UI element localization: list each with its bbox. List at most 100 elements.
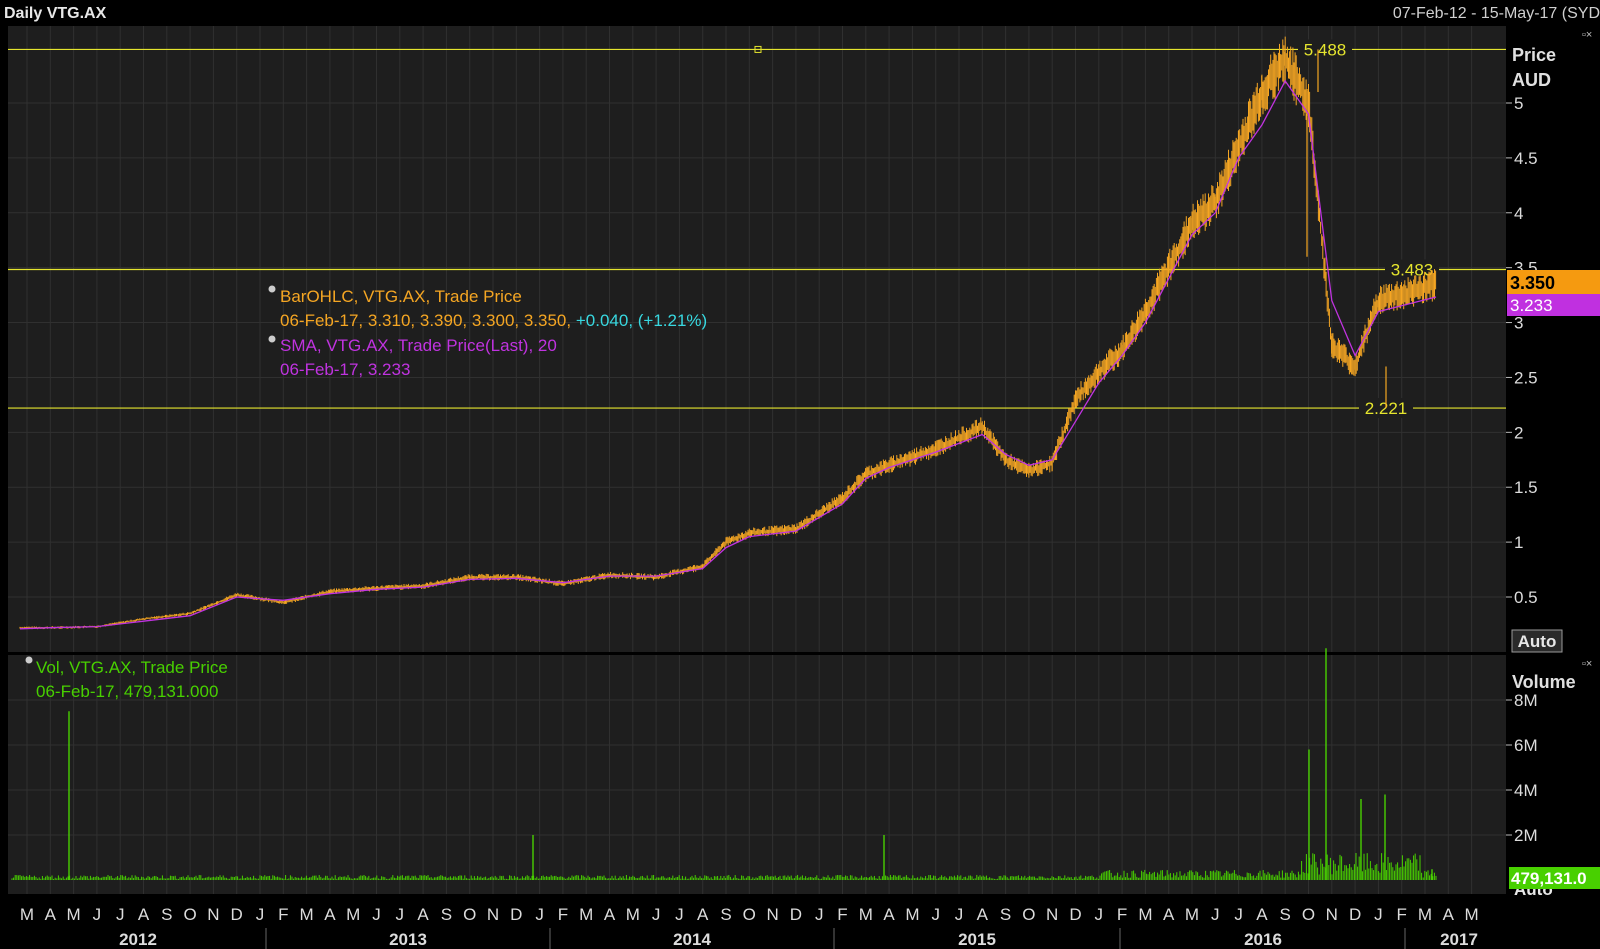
volume-bars xyxy=(11,648,1437,880)
sma-value: 3.233 xyxy=(1510,296,1553,315)
price-tick-label: 1.5 xyxy=(1514,478,1538,497)
x-axis-month-label: J xyxy=(256,905,265,924)
x-axis-month-label: D xyxy=(1069,905,1081,924)
x-axis-month-label: S xyxy=(1000,905,1011,924)
reference-lines[interactable]: 5.488 3.483 2.221 xyxy=(8,39,1506,419)
reference-line-handle xyxy=(754,45,762,53)
x-axis-month-label: O xyxy=(743,905,756,924)
x-axis-month-label: N xyxy=(1326,905,1338,924)
price-tick-label: 0.5 xyxy=(1514,588,1538,607)
volume-tick-label: 2M xyxy=(1514,826,1538,845)
x-axis-month-label: F xyxy=(1117,905,1127,924)
x-axis-month-label: N xyxy=(1046,905,1058,924)
x-axis-month-label: F xyxy=(558,905,568,924)
x-axis-month-label: J xyxy=(955,905,964,924)
price-auto-button[interactable] xyxy=(1511,629,1563,653)
price-tick-label: 2.5 xyxy=(1514,368,1538,387)
sma-legend-title: SMA, VTG.AX, Trade Price(Last), 20 xyxy=(280,336,557,355)
x-axis-month-label: M xyxy=(20,905,34,924)
volume-legend-title: Vol, VTG.AX, Trade Price xyxy=(36,658,228,677)
reference-label: 5.488 xyxy=(1304,40,1347,59)
x-axis-month-label: M xyxy=(905,905,919,924)
x-axis-month-label: D xyxy=(510,905,522,924)
volume-tick-label: 4M xyxy=(1514,781,1538,800)
x-axis-month-label: J xyxy=(116,905,125,924)
volume-legend-icon[interactable] xyxy=(25,656,33,664)
volume-axis-ticks: 8M 6M 4M 2M xyxy=(1506,691,1538,845)
x-axis-month-label: D xyxy=(790,905,802,924)
x-axis-month-label: M xyxy=(1138,905,1152,924)
x-axis-month-label: M xyxy=(579,905,593,924)
x-axis-month-label: O xyxy=(463,905,476,924)
last-price-badge xyxy=(1507,270,1600,294)
reference-label: 2.221 xyxy=(1365,399,1408,418)
x-axis-month-label: M xyxy=(1465,905,1479,924)
x-axis-year-label: 2015 xyxy=(958,930,996,949)
x-axis-month-label: J xyxy=(93,905,102,924)
x-axis-month-label: O xyxy=(183,905,196,924)
ohlc-legend-title: BarOHLC, VTG.AX, Trade Price xyxy=(280,287,522,306)
x-axis-month-label: M xyxy=(1185,905,1199,924)
sma-legend-icon[interactable] xyxy=(268,335,276,343)
last-volume-value: 479,131.0 xyxy=(1511,869,1587,888)
reference-label: 3.483 xyxy=(1391,261,1434,280)
x-axis-month-label: N xyxy=(766,905,778,924)
x-axis-month-label: J xyxy=(675,905,684,924)
x-axis-month-label: A xyxy=(45,905,57,924)
sma-badge xyxy=(1507,294,1600,316)
x-axis-month-label: J xyxy=(1211,905,1220,924)
sma-line xyxy=(19,79,1437,630)
x-axis-month-label: J xyxy=(931,905,940,924)
price-panel-close-icon[interactable]: ▫× xyxy=(1582,29,1592,41)
ohlc-values: 06-Feb-17, 3.310, 3.390, 3.300, 3.350, xyxy=(280,311,571,330)
volume-tick-label: 8M xyxy=(1514,691,1538,710)
price-axis-title: Price xyxy=(1512,45,1556,65)
x-axis-month-label: A xyxy=(604,905,616,924)
x-axis-month-label: F xyxy=(1397,905,1407,924)
x-axis-month-label: J xyxy=(1374,905,1383,924)
x-axis-month-label: J xyxy=(1095,905,1104,924)
x-axis-month-label: D xyxy=(1349,905,1361,924)
x-axis-month-label: F xyxy=(278,905,288,924)
volume-panel-close-icon[interactable]: ▫× xyxy=(1582,658,1592,670)
price-auto-label: Auto xyxy=(1518,632,1557,651)
x-axis-month-label: A xyxy=(138,905,150,924)
reference-label-bg xyxy=(1385,259,1439,280)
x-axis-month-label: M xyxy=(300,905,314,924)
x-axis-year-label: 2014 xyxy=(673,930,711,949)
volume-tick-label: 6M xyxy=(1514,736,1538,755)
ohlc-legend-icon[interactable] xyxy=(268,285,276,293)
x-axis-month-label: J xyxy=(1234,905,1243,924)
x-axis-year-label: 2017 xyxy=(1440,930,1478,949)
price-axis-ticks: 54.543.532.521.510.5 xyxy=(1506,94,1538,607)
x-axis-month-label: A xyxy=(324,905,336,924)
x-axis-month-label: J xyxy=(372,905,381,924)
chart-title: Daily VTG.AX xyxy=(4,5,107,22)
x-axis-month-label: A xyxy=(1163,905,1175,924)
x-axis-month-label: M xyxy=(1418,905,1432,924)
x-axis-month-label: N xyxy=(207,905,219,924)
last-price-value: 3.350 xyxy=(1510,273,1555,293)
x-axis-month-label: A xyxy=(1256,905,1268,924)
x-axis-month-label: S xyxy=(441,905,452,924)
x-axis-month-label: M xyxy=(346,905,360,924)
ohlc-legend-values: 06-Feb-17, 3.310, 3.390, 3.300, 3.350, +… xyxy=(280,311,707,330)
x-axis-month-label: J xyxy=(652,905,661,924)
x-axis-month-label: J xyxy=(396,905,405,924)
price-tick-label: 3 xyxy=(1514,314,1523,333)
x-axis-years: 2012 2013 2014 2015 2016 2017 xyxy=(119,928,1478,949)
last-volume-badge xyxy=(1509,867,1600,889)
price-tick-label: 5 xyxy=(1514,94,1523,113)
volume-panel[interactable] xyxy=(8,655,1506,894)
price-tick-label: 1 xyxy=(1514,533,1523,552)
currency-axis-title: AUD xyxy=(1512,70,1551,90)
x-axis-year-label: 2013 xyxy=(389,930,427,949)
price-panel[interactable] xyxy=(8,26,1506,652)
x-axis-month-label: O xyxy=(1022,905,1035,924)
date-range: 07-Feb-12 - 15-May-17 (SYD xyxy=(1393,5,1600,22)
x-axis-month-label: M xyxy=(626,905,640,924)
x-axis-month-label: M xyxy=(67,905,81,924)
x-axis-month-label: A xyxy=(1443,905,1455,924)
